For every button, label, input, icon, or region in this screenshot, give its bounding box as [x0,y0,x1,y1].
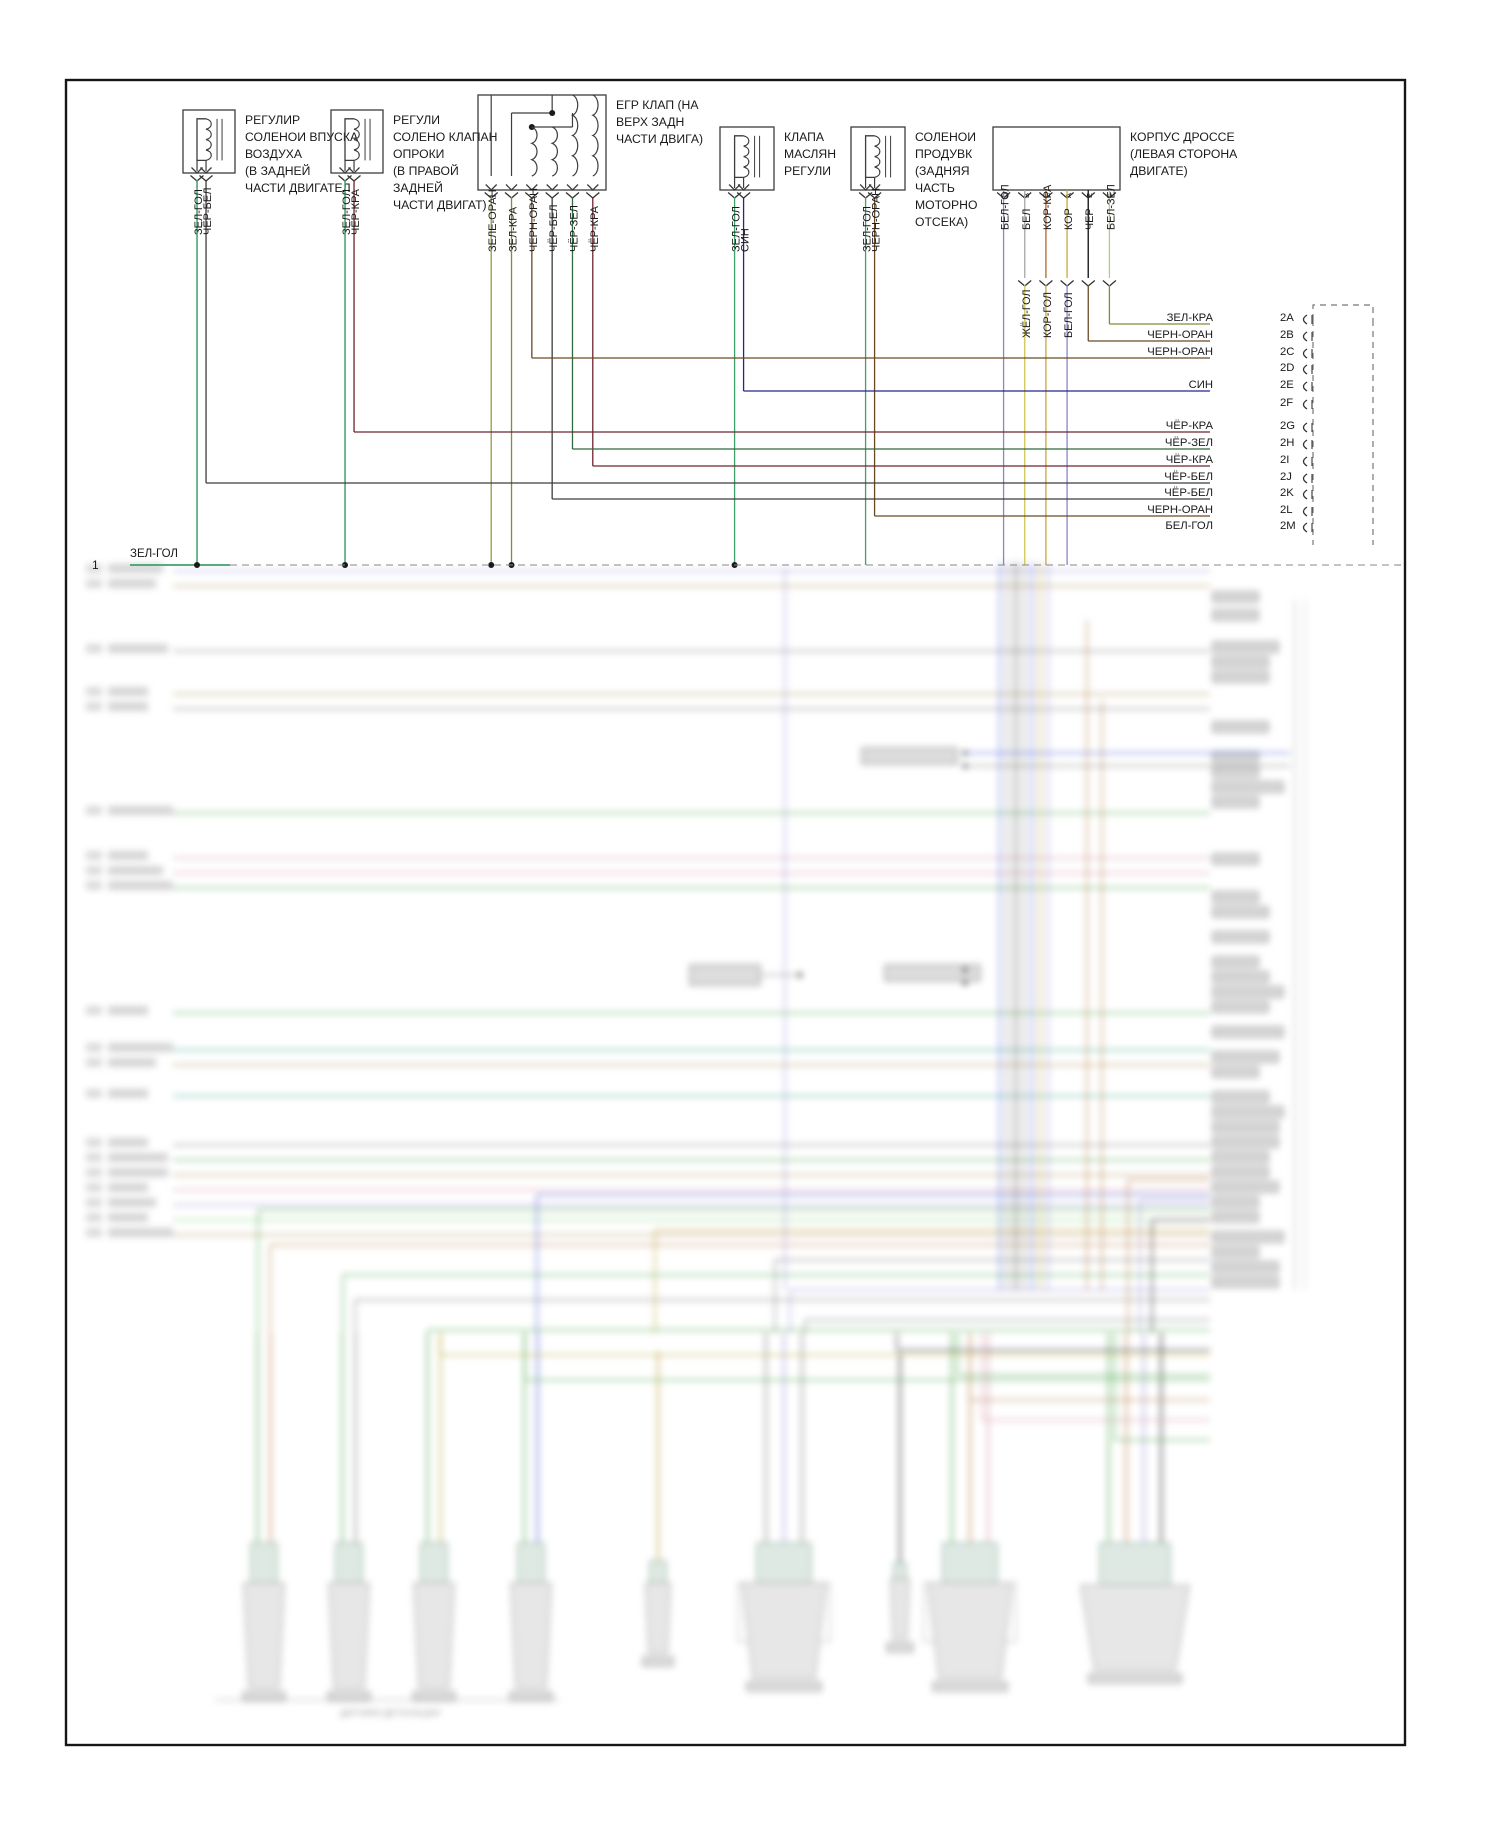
svg-text:ЧЕРН-ОРАН: ЧЕРН-ОРАН [871,188,883,252]
svg-text:(В ЗАДНЕЙ: (В ЗАДНЕЙ [245,163,310,178]
svg-text:БЕЛ-ГОЛ: БЕЛ-ГОЛ [1000,184,1012,230]
svg-text:2K: 2K [1280,487,1294,499]
svg-text:1: 1 [92,558,99,572]
svg-text:ЧАСТЬ: ЧАСТЬ [915,181,955,195]
svg-text:ЧЁР-БЕЛ: ЧЁР-БЕЛ [202,188,214,235]
svg-text:БЕЛ-ГОЛ: БЕЛ-ГОЛ [1063,292,1075,338]
svg-text:2G: 2G [1280,420,1295,432]
svg-text:ЧЁР-КРА: ЧЁР-КРА [1166,420,1214,432]
svg-text:ЗЕЛЕ-ОРАН: ЗЕЛЕ-ОРАН [487,189,499,252]
svg-text:2J: 2J [1280,471,1292,483]
svg-text:2I: 2I [1280,454,1289,466]
svg-text:БЕЛ-ГОЛ: БЕЛ-ГОЛ [1165,520,1213,532]
svg-text:ЧАСТИ ДВИГАТ): ЧАСТИ ДВИГАТ) [393,198,487,212]
svg-text:ДВИГАТЕ): ДВИГАТЕ) [1130,164,1188,178]
svg-text:СОЛЕНОИ ВПУСКА: СОЛЕНОИ ВПУСКА [245,130,359,144]
svg-text:ЧЁР-БЕЛ: ЧЁР-БЕЛ [1164,471,1213,483]
svg-text:КОРПУС ДРОССЕ: КОРПУС ДРОССЕ [1130,130,1235,144]
svg-text:E: E [1085,193,1094,198]
svg-text:МОТОРНО: МОТОРНО [915,198,977,212]
svg-text:ЧЁР-ЗЕЛ: ЧЁР-ЗЕЛ [569,205,581,252]
svg-text:2C: 2C [1280,346,1294,358]
svg-text:БЕЛ: БЕЛ [1021,209,1033,230]
svg-text:A: A [1064,193,1073,198]
svg-text:ЧАСТИ ДВИГА): ЧАСТИ ДВИГА) [616,132,703,146]
svg-text:СОЛЕНО КЛАПАН: СОЛЕНО КЛАПАН [393,130,497,144]
svg-text:ЧЕРН-ОРАН: ЧЕРН-ОРАН [1147,329,1213,341]
svg-text:СИН: СИН [740,228,752,252]
svg-text:ЧЁР-БЕЛ: ЧЁР-БЕЛ [548,205,560,252]
svg-text:РЕГУЛИР: РЕГУЛИР [245,113,300,127]
svg-text:ЧЁР-КРА: ЧЁР-КРА [589,205,601,252]
svg-text:ЧЁР-БЕЛ: ЧЁР-БЕЛ [1164,487,1213,499]
svg-text:БЕЛ-ЗЕЛ: БЕЛ-ЗЕЛ [1105,184,1117,230]
svg-text:ЗЕЛ-КРА: ЗЕЛ-КРА [508,206,520,252]
svg-text:ЖЁЛ-ГОЛ: ЖЁЛ-ГОЛ [1021,290,1033,338]
svg-text:СИН: СИН [1189,379,1213,391]
svg-text:ЧЁР-КРА: ЧЁР-КРА [350,188,362,235]
svg-text:2E: 2E [1280,379,1294,391]
svg-text:ЧЁР-КРА: ЧЁР-КРА [1166,454,1214,466]
svg-text:КОР-ГОЛ: КОР-ГОЛ [1042,292,1054,338]
svg-text:ЧАСТИ ДВИГАТЕЛ: ЧАСТИ ДВИГАТЕЛ [245,181,351,195]
svg-text:(ЗАДНЯЯ: (ЗАДНЯЯ [915,164,970,178]
svg-text:КЛАПА: КЛАПА [784,130,825,144]
svg-text:ЗЕЛ-КРА: ЗЕЛ-КРА [1167,312,1214,324]
svg-text:2H: 2H [1280,437,1294,449]
svg-text:ЕГР КЛАП (НА: ЕГР КЛАП (НА [616,98,699,112]
svg-text:ЗЕЛ-ГОЛ: ЗЕЛ-ГОЛ [130,548,178,560]
svg-text:ЧЕРН-ОРАН: ЧЕРН-ОРАН [528,188,540,252]
svg-text:РЕГУЛИ: РЕГУЛИ [784,164,831,178]
svg-text:ОТСЕКА): ОТСЕКА) [915,215,968,229]
svg-text:КОР: КОР [1063,208,1075,230]
svg-text:РЕГУЛИ: РЕГУЛИ [393,113,440,127]
svg-text:ЧЕР: ЧЕР [1084,208,1096,230]
svg-text:ВОЗДУХА: ВОЗДУХА [245,147,303,161]
svg-text:МАСЛЯН: МАСЛЯН [784,147,836,161]
svg-text:ЧЁР-ЗЕЛ: ЧЁР-ЗЕЛ [1165,437,1213,449]
svg-text:ЧЕРН-ОРАН: ЧЕРН-ОРАН [1147,504,1213,516]
svg-text:(ЛЕВАЯ СТОРОНА: (ЛЕВАЯ СТОРОНА [1130,147,1238,161]
svg-text:ЗАДНЕЙ: ЗАДНЕЙ [393,180,443,195]
svg-text:ПРОДУВК: ПРОДУВК [915,147,973,161]
svg-text:B: B [1022,193,1031,198]
svg-text:2F: 2F [1280,397,1293,409]
svg-text:КОР-КРА: КОР-КРА [1042,184,1054,230]
svg-text:(В ПРАВОЙ: (В ПРАВОЙ [393,163,459,178]
svg-text:СОЛЕНОИ: СОЛЕНОИ [915,130,976,144]
svg-text:2L: 2L [1280,504,1293,516]
svg-text:2A: 2A [1280,312,1294,324]
svg-text:ЧЕРН-ОРАН: ЧЕРН-ОРАН [1147,346,1213,358]
svg-text:2B: 2B [1280,329,1294,341]
svg-text:2D: 2D [1280,362,1294,374]
svg-text:ОПРОКИ: ОПРОКИ [393,147,444,161]
svg-text:ВЕРХ ЗАДН: ВЕРХ ЗАДН [616,115,684,129]
svg-text:2M: 2M [1280,520,1296,532]
